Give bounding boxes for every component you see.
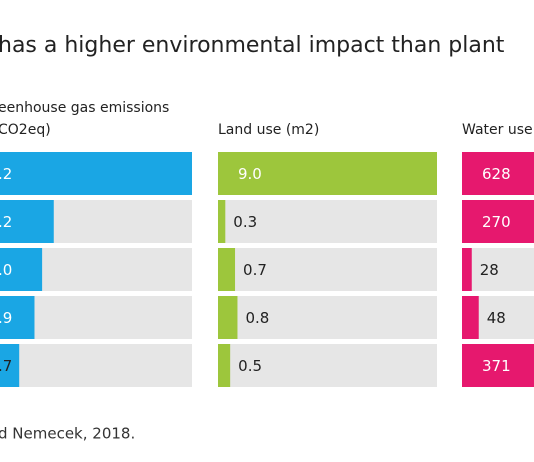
source: d Nemecek, 2018.: [0, 425, 135, 443]
bar: [0, 248, 43, 291]
value-label: 9.0: [238, 165, 262, 183]
value-label: 48: [487, 309, 506, 327]
panel-label: CO2eq): [0, 122, 51, 138]
title: has a higher environmental impact than p…: [0, 33, 505, 58]
bar: [218, 344, 231, 387]
bar: [462, 296, 479, 339]
value-label: 371: [482, 357, 511, 375]
bar-background: [462, 248, 534, 291]
value-label: .0: [0, 261, 12, 279]
value-label: 628: [482, 165, 511, 183]
bar: [462, 200, 534, 243]
bar-background: [218, 248, 437, 291]
bar: [0, 344, 20, 387]
value-label: .2: [0, 165, 12, 183]
bar: [462, 152, 534, 195]
value-label: 270: [482, 213, 511, 231]
bar: [462, 248, 472, 291]
bar-background: [218, 296, 437, 339]
bar: [462, 344, 534, 387]
value-label: 28: [480, 261, 499, 279]
value-label: 0.5: [238, 357, 262, 375]
value-label: 0.8: [245, 309, 269, 327]
bar: [0, 200, 54, 243]
value-label: .9: [0, 309, 12, 327]
value-label: 0.7: [243, 261, 267, 279]
value-label: .7: [0, 357, 12, 375]
bar-background: [218, 200, 437, 243]
bar: [218, 152, 437, 195]
panel-label: Water use: [462, 122, 533, 138]
panel-label: eenhouse gas emissions: [0, 100, 169, 116]
bar: [0, 296, 35, 339]
bar: [0, 152, 192, 195]
bar: [218, 248, 236, 291]
panel-label: Land use (m2): [218, 122, 319, 138]
bar: [218, 200, 226, 243]
value-label: .2: [0, 213, 12, 231]
bar-background: [0, 344, 192, 387]
bar-background: [218, 344, 437, 387]
bar: [218, 296, 238, 339]
value-label: 0.3: [233, 213, 257, 231]
